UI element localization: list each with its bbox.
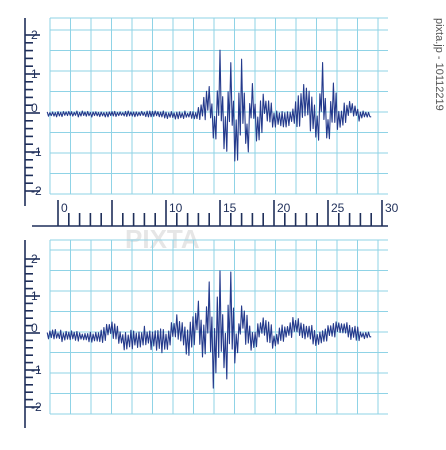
x-tick-label-10: 10 [169,201,183,215]
y-tick-label-neg2: -2 [31,184,42,198]
x-tick-label-25: 25 [331,201,345,215]
y-tick-label-2: 2 [31,252,38,266]
y-ticks-bottom [25,258,40,408]
x-tick-label-20: 20 [277,201,291,215]
time-axis: 0 10 15 20 25 30 [32,200,399,227]
y-tick-label-neg1: -1 [31,363,42,377]
y-tick-label-1: 1 [31,289,38,303]
seismogram-bottom: 2 1 0 -1 -2 [24,239,388,428]
waveform-top-line [46,49,372,162]
y-tick-label-neg1: -1 [31,145,42,159]
seismogram-top: 2 1 0 -1 -2 [24,17,388,206]
watermark-ghost-text: PIXTA [125,224,200,254]
x-tick-label-30: 30 [385,201,399,215]
y-tick-label-0: 0 [31,101,38,115]
y-tick-label-neg2: -2 [31,400,42,414]
y-tick-label-0: 0 [31,321,38,335]
time-axis-ticks [57,200,383,226]
x-tick-label-15: 15 [223,201,237,215]
waveform-bottom-line [46,270,372,389]
y-ticks-top [25,34,40,192]
watermark-vertical-text: pixta.jp - 10112219 [433,18,445,111]
y-tick-label-1: 1 [31,67,38,81]
y-tick-label-2: 2 [31,28,38,42]
x-tick-label-0: 0 [61,201,68,215]
